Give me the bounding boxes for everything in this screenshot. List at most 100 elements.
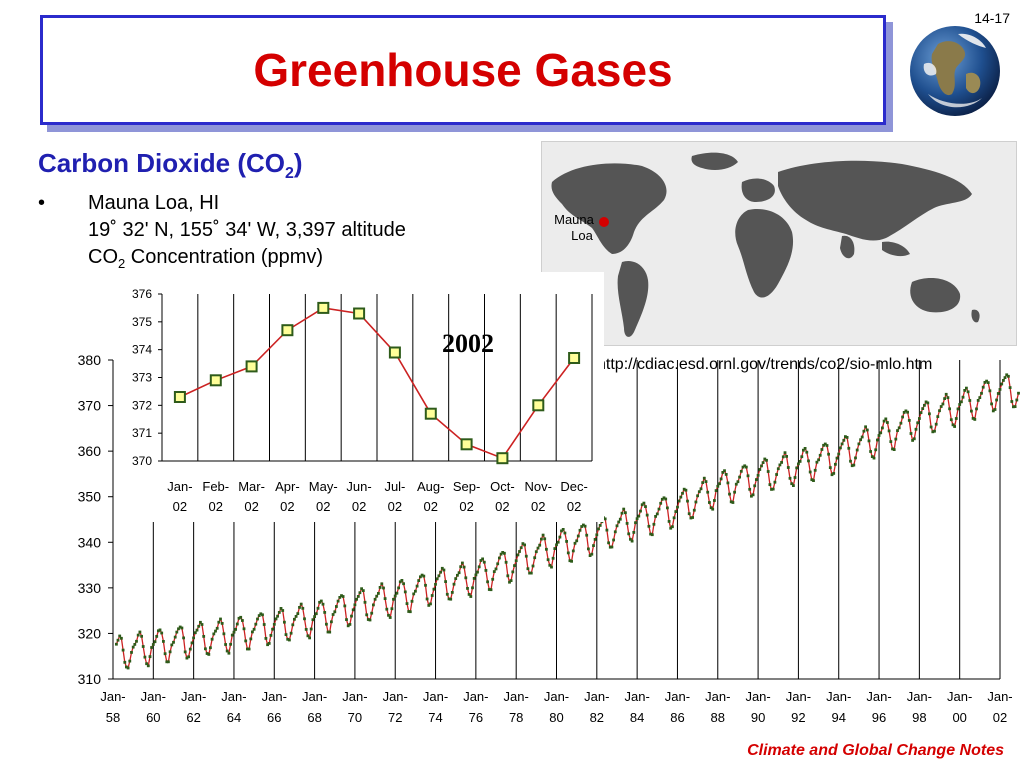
main-data-point xyxy=(716,484,720,488)
main-data-point xyxy=(595,533,599,537)
main-y-tick-label: 370 xyxy=(78,398,102,414)
main-data-point xyxy=(610,545,614,549)
main-x-tick-label: 76 xyxy=(469,710,483,725)
main-data-point xyxy=(570,559,573,563)
main-data-point xyxy=(534,550,538,554)
main-data-point xyxy=(296,612,300,615)
main-data-point xyxy=(778,463,782,467)
inset-y-tick-label: 372 xyxy=(132,398,152,412)
main-data-point xyxy=(553,547,557,550)
main-data-point xyxy=(457,571,461,575)
main-data-point xyxy=(889,440,893,443)
main-x-tick-label: Jan- xyxy=(181,689,206,704)
main-data-point xyxy=(808,470,812,474)
main-data-point xyxy=(205,652,209,655)
main-data-point xyxy=(432,587,436,591)
main-x-tick-label: 82 xyxy=(590,710,604,725)
main-data-point xyxy=(817,458,820,462)
main-data-point xyxy=(618,517,622,521)
main-data-point xyxy=(484,569,488,572)
main-data-point xyxy=(262,623,266,626)
main-data-point xyxy=(145,662,148,666)
main-data-point xyxy=(429,602,432,606)
main-data-point xyxy=(726,481,730,485)
main-data-point xyxy=(408,610,412,614)
main-data-point xyxy=(870,455,874,458)
main-data-point xyxy=(321,602,325,606)
inset-data-point xyxy=(568,352,581,364)
main-data-point xyxy=(477,565,481,569)
main-data-point xyxy=(442,568,446,572)
main-data-point xyxy=(355,597,358,601)
main-data-point xyxy=(771,487,775,491)
main-data-point xyxy=(209,646,212,650)
main-data-point xyxy=(844,435,847,438)
main-data-point xyxy=(965,386,968,390)
main-data-point xyxy=(924,400,928,404)
inset-x-tick-label: Jan- xyxy=(167,479,192,494)
main-data-point xyxy=(672,516,676,520)
main-data-point xyxy=(729,500,733,504)
main-data-point xyxy=(629,537,632,541)
footer-text: Climate and Global Change Notes xyxy=(747,742,1004,759)
main-data-point xyxy=(775,473,778,476)
main-data-point xyxy=(708,501,711,504)
main-data-point xyxy=(350,614,353,618)
inset-data-point xyxy=(496,452,509,465)
main-data-point xyxy=(452,582,456,586)
main-data-point xyxy=(578,528,582,532)
mauna-loa-marker xyxy=(599,217,609,227)
inset-data-point xyxy=(209,374,222,387)
main-data-point xyxy=(518,550,521,553)
main-data-point xyxy=(855,448,859,452)
main-data-point xyxy=(523,543,526,547)
main-data-point xyxy=(474,573,478,577)
main-data-point xyxy=(973,418,977,421)
main-data-point xyxy=(340,594,343,597)
main-x-tick-label: Jan- xyxy=(907,689,932,704)
main-data-point xyxy=(511,570,515,574)
main-data-point xyxy=(667,520,671,523)
main-data-point xyxy=(869,450,872,453)
main-data-point xyxy=(496,562,500,566)
main-data-point xyxy=(840,442,844,446)
main-data-point xyxy=(150,646,153,649)
main-data-point xyxy=(704,480,708,483)
main-data-point xyxy=(958,403,962,406)
main-data-point xyxy=(252,627,256,631)
main-data-point xyxy=(242,627,246,631)
main-data-point xyxy=(912,437,916,441)
inset-data-point xyxy=(388,346,401,359)
main-data-point xyxy=(751,493,755,497)
main-data-point xyxy=(417,579,421,582)
main-data-point xyxy=(928,412,931,416)
main-data-point xyxy=(299,602,303,606)
inset-data-point xyxy=(173,391,186,403)
main-data-point xyxy=(800,455,804,459)
main-data-point xyxy=(706,490,710,494)
main-data-point xyxy=(613,530,617,534)
main-data-point xyxy=(450,591,454,594)
inset-x-tick-label: 02 xyxy=(316,499,330,514)
main-data-point xyxy=(336,599,340,603)
station-coordinates: 19˚ 32' N, 155˚ 34' W, 3,397 altitude xyxy=(88,219,406,241)
main-data-point xyxy=(914,427,918,431)
main-data-point xyxy=(366,618,370,621)
main-data-point xyxy=(494,567,498,571)
main-x-tick-label: Jan- xyxy=(987,689,1012,704)
inset-x-tick-label: 02 xyxy=(173,499,187,514)
main-data-point xyxy=(1003,376,1007,379)
main-data-point xyxy=(434,582,437,586)
main-data-point xyxy=(499,552,503,556)
main-data-point xyxy=(118,634,122,638)
main-data-point xyxy=(776,467,780,471)
map-label-line1: Mauna xyxy=(554,212,595,227)
main-data-point xyxy=(849,459,852,463)
main-data-point xyxy=(163,652,167,656)
main-data-point xyxy=(755,478,758,481)
main-data-point xyxy=(476,570,479,574)
inset-x-tick-label: Sep- xyxy=(453,479,480,494)
main-data-point xyxy=(271,627,274,631)
main-data-point xyxy=(247,647,251,651)
main-x-tick-label: 84 xyxy=(630,710,644,725)
